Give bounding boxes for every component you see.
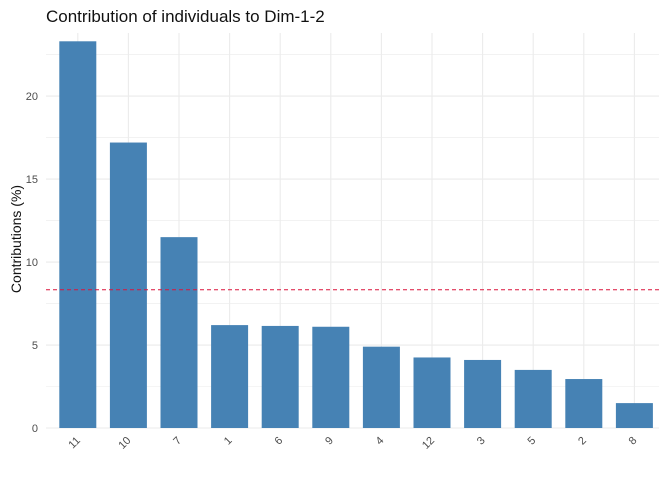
x-tick-label: 2 (576, 435, 589, 448)
bars (59, 41, 653, 429)
bar-1 (211, 325, 249, 428)
y-tick-labels: 0 5 10 15 20 (26, 91, 38, 435)
y-tick-label: 0 (32, 423, 38, 435)
x-tick-label: 7 (171, 435, 184, 448)
x-tick-label: 9 (323, 435, 336, 448)
y-tick-label: 5 (32, 340, 38, 352)
bar-3 (464, 359, 502, 428)
bar-2 (565, 379, 603, 428)
x-tick-label: 6 (273, 435, 286, 448)
x-tick-label: 10 (116, 435, 133, 452)
bar-6 (261, 325, 299, 428)
y-tick-label: 15 (26, 174, 38, 186)
y-axis-title: Contributions (%) (8, 185, 24, 293)
bar-12 (413, 357, 451, 428)
bar-4 (362, 346, 400, 428)
y-tick-label: 10 (26, 257, 38, 269)
bar-7 (160, 237, 198, 428)
x-tick-label: 11 (66, 435, 83, 452)
x-tick-label: 1 (222, 435, 235, 448)
chart-title: Contribution of individuals to Dim-1-2 (46, 7, 325, 26)
x-tick-label: 5 (526, 435, 539, 448)
x-tick-label: 12 (420, 435, 437, 452)
y-tick-label: 20 (26, 91, 38, 103)
x-tick-label: 4 (374, 435, 387, 448)
x-tick-label: 3 (475, 435, 488, 448)
bar-11 (59, 41, 97, 429)
x-tick-labels: 11 10 7 1 6 9 4 12 3 5 2 8 (66, 435, 639, 452)
bar-9 (312, 326, 350, 428)
bar-10 (109, 142, 147, 428)
x-tick-label: 8 (627, 435, 640, 448)
bar-5 (514, 369, 552, 428)
bar-8 (615, 403, 653, 428)
